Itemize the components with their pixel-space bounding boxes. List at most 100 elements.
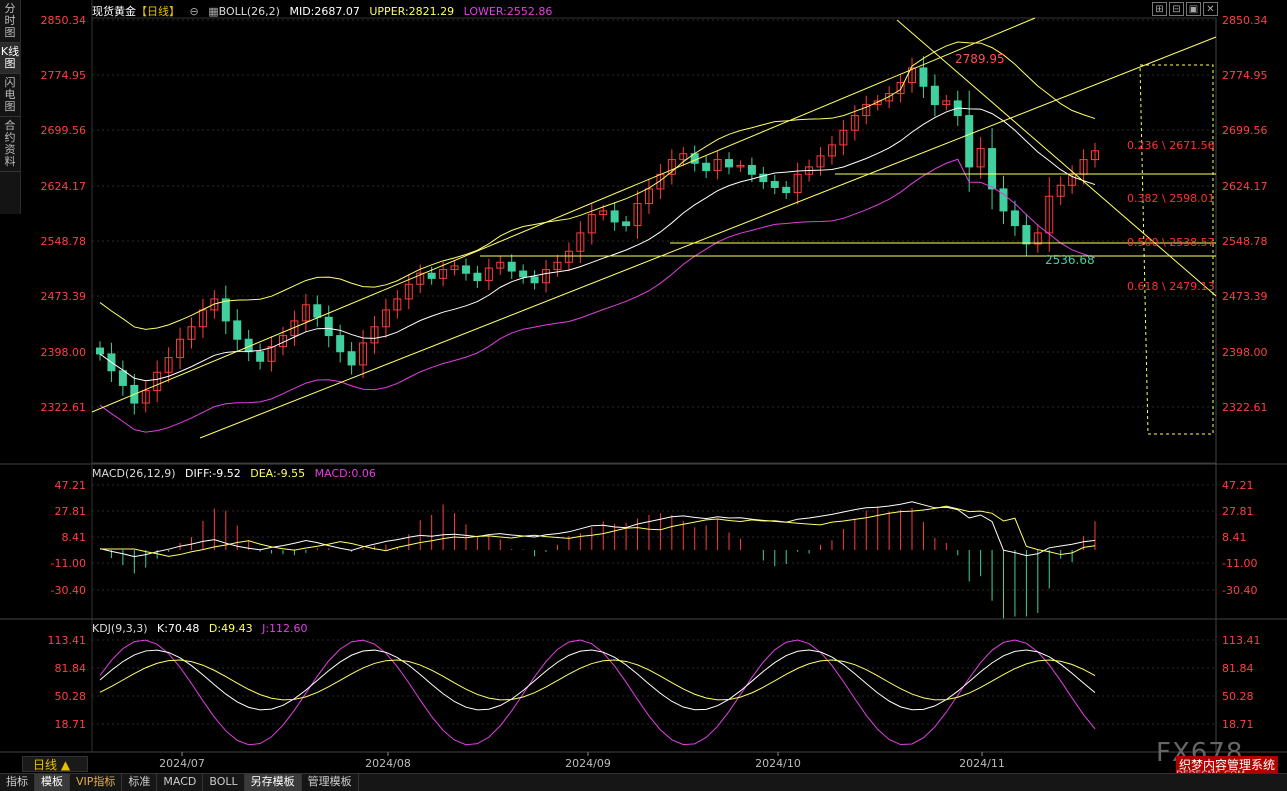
candle-body bbox=[450, 265, 459, 271]
price-axis-label-left: 2850.34 bbox=[41, 14, 87, 27]
indicator-icon[interactable]: ⊖ bbox=[189, 5, 199, 18]
candle-body bbox=[1022, 225, 1031, 245]
shrink-icon[interactable]: ⊟ bbox=[1169, 2, 1184, 16]
kdj-axis-label-left: 50.28 bbox=[55, 690, 87, 703]
macd-axis-label: -30.40 bbox=[1222, 584, 1257, 597]
price-axis-label: 2850.34 bbox=[1222, 14, 1268, 27]
chart-toolbar: ⊞ ⊟ ▣ ✕ bbox=[1152, 2, 1218, 16]
price-axis-label-left: 2548.78 bbox=[41, 235, 87, 248]
kdj-axis-label: 81.84 bbox=[1222, 662, 1254, 675]
fib-label: 0.382 \ 2598.01 bbox=[1127, 192, 1215, 205]
boll-mid-line bbox=[99, 107, 1096, 382]
candle-body bbox=[381, 309, 390, 328]
candle-body bbox=[862, 104, 871, 117]
macd-axis-label-left: -11.00 bbox=[51, 557, 86, 570]
candle-body bbox=[747, 164, 756, 175]
candle-body bbox=[885, 93, 894, 102]
candle-body bbox=[942, 100, 951, 106]
macd-diff-line bbox=[99, 501, 1096, 558]
candle-body bbox=[221, 298, 230, 322]
candle-body bbox=[610, 210, 619, 223]
candle-body bbox=[324, 316, 333, 337]
tab-contract-info[interactable]: 合约资料 bbox=[0, 117, 20, 172]
tab-vip-indicator[interactable]: VIP指标 bbox=[70, 774, 123, 791]
boll-upper-line bbox=[99, 41, 1096, 330]
candle-body bbox=[427, 272, 436, 279]
candle-body bbox=[1033, 232, 1042, 245]
bottom-tab-bar: 指标 模板 VIP指标 标准 MACD BOLL 另存模板 管理模板 bbox=[0, 773, 1287, 791]
candle-body bbox=[347, 351, 356, 366]
kdj-j-line bbox=[99, 639, 1096, 746]
tab-boll[interactable]: BOLL bbox=[203, 774, 245, 791]
candle-body bbox=[988, 148, 997, 190]
candle-body bbox=[633, 203, 642, 227]
candle-body bbox=[118, 370, 127, 386]
price-chart[interactable]: 2850.34 2850.34 2774.95 2774.95 2699.56 2699.… bbox=[0, 0, 1287, 773]
price-axis-label: 2774.95 bbox=[1222, 69, 1268, 82]
kdj-legend: KDJ(9,3,3) K:70.48 D:49.43 J:112.60 bbox=[92, 622, 314, 635]
kdj-axis-label: 113.41 bbox=[1222, 634, 1261, 647]
candle-body bbox=[644, 188, 653, 205]
tab-indicator[interactable]: 指标 bbox=[0, 774, 35, 791]
tab-manage-template[interactable]: 管理模板 bbox=[302, 774, 359, 791]
candle-body bbox=[530, 276, 539, 284]
kdj-axis-label: 18.71 bbox=[1222, 718, 1254, 731]
date-label: 2024/07 bbox=[159, 757, 205, 770]
candle-body bbox=[736, 164, 745, 168]
chart-type-tabs: 分时图 K线图 闪电图 合约资料 bbox=[0, 0, 21, 214]
candle-body bbox=[473, 272, 482, 282]
candle-body bbox=[336, 335, 345, 353]
macd-legend: MACD(26,12,9) DIFF:-9.52 DEA:-9.55 MACD:… bbox=[92, 467, 382, 480]
candle-body bbox=[553, 261, 562, 271]
candle-body bbox=[404, 283, 413, 300]
candle-body bbox=[576, 232, 585, 252]
candle-body bbox=[507, 261, 516, 272]
tab-standard[interactable]: 标准 bbox=[122, 774, 158, 791]
candle-body bbox=[301, 304, 310, 322]
candle-body bbox=[759, 173, 768, 183]
candle-body bbox=[976, 148, 985, 168]
candle-body bbox=[850, 115, 859, 131]
candle-body bbox=[1056, 184, 1065, 197]
boll-label: BOLL(26,2) bbox=[218, 5, 280, 18]
tab-timeshare[interactable]: 分时图 bbox=[0, 0, 20, 43]
candle-body bbox=[439, 269, 448, 279]
price-axis-label-left: 2624.17 bbox=[41, 180, 87, 193]
candle-body bbox=[290, 320, 299, 337]
measure-box bbox=[1139, 64, 1214, 435]
low-price-label: 2536.68 bbox=[1045, 253, 1095, 267]
kdj-axis-label-left: 81.84 bbox=[55, 662, 87, 675]
kdj-j: J:112.60 bbox=[262, 622, 308, 635]
boll-lower-line bbox=[99, 158, 1096, 433]
period-selector[interactable]: 日线 ▲ bbox=[22, 756, 88, 772]
price-axis-label-left: 2398.00 bbox=[41, 346, 87, 359]
tab-flash[interactable]: 闪电图 bbox=[0, 74, 20, 117]
tab-template[interactable]: 模板 bbox=[35, 774, 70, 791]
macd-dea-line bbox=[100, 505, 1096, 557]
candle-body bbox=[999, 188, 1008, 212]
date-label: 2024/08 bbox=[365, 757, 411, 770]
candle-body bbox=[496, 261, 505, 269]
macd-axis-label: 27.81 bbox=[1222, 505, 1254, 518]
fib-label: 0.500 \ 2538.57 bbox=[1127, 236, 1215, 249]
layout-icon[interactable]: ▣ bbox=[1186, 2, 1201, 16]
candle-body bbox=[679, 153, 688, 161]
candle-body bbox=[393, 298, 402, 311]
candle-body bbox=[187, 326, 196, 340]
date-label: 2024/10 bbox=[755, 757, 801, 770]
close-icon[interactable]: ✕ bbox=[1203, 2, 1218, 16]
candle-body bbox=[908, 67, 917, 84]
kdj-axis-label-left: 18.71 bbox=[55, 718, 87, 731]
tab-kline[interactable]: K线图 bbox=[0, 43, 20, 74]
candle-body bbox=[359, 342, 368, 366]
candle-body bbox=[1010, 210, 1019, 227]
tab-save-template[interactable]: 另存模板 bbox=[244, 774, 302, 791]
candle-body bbox=[667, 159, 676, 175]
tab-macd[interactable]: MACD bbox=[157, 774, 204, 791]
candle-body bbox=[256, 351, 265, 362]
expand-icon[interactable]: ⊞ bbox=[1152, 2, 1167, 16]
candle-body bbox=[233, 320, 242, 340]
boll-settings-icon[interactable]: ▦ bbox=[208, 5, 219, 18]
candle-body bbox=[542, 269, 551, 284]
macd-axis-label: -11.00 bbox=[1222, 557, 1257, 570]
